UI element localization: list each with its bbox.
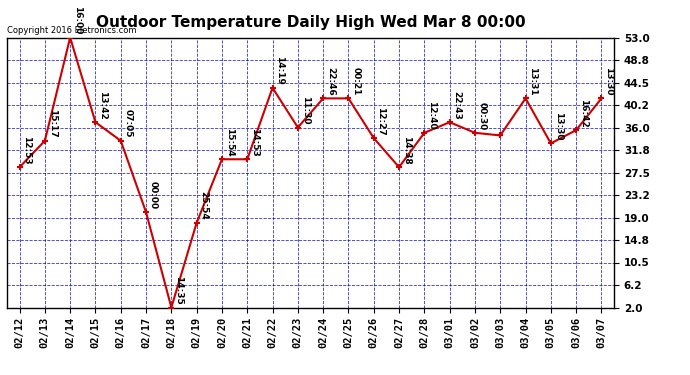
Text: 11:30: 11:30 bbox=[301, 96, 310, 125]
Text: Outdoor Temperature Daily High Wed Mar 8 00:00: Outdoor Temperature Daily High Wed Mar 8… bbox=[96, 15, 525, 30]
Text: 13:42: 13:42 bbox=[98, 91, 107, 119]
Text: 14:19: 14:19 bbox=[275, 56, 284, 85]
Text: 14:53: 14:53 bbox=[250, 128, 259, 156]
Text: 07:05: 07:05 bbox=[124, 110, 132, 138]
Text: 13:30: 13:30 bbox=[553, 112, 562, 141]
Text: 12:40: 12:40 bbox=[427, 101, 436, 130]
Text: 00:30: 00:30 bbox=[477, 102, 486, 130]
Text: 16:42: 16:42 bbox=[579, 99, 588, 128]
Text: 15:17: 15:17 bbox=[48, 109, 57, 138]
Text: 12:27: 12:27 bbox=[377, 106, 386, 135]
Text: 00:00: 00:00 bbox=[149, 181, 158, 209]
Text: Copyright 2016 Eletronics.com: Copyright 2016 Eletronics.com bbox=[7, 26, 137, 35]
Text: 15:54: 15:54 bbox=[225, 128, 234, 156]
Text: 13:31: 13:31 bbox=[529, 67, 538, 96]
Text: 25:54: 25:54 bbox=[199, 191, 208, 220]
Text: 00:21: 00:21 bbox=[351, 67, 360, 96]
Text: 22:46: 22:46 bbox=[326, 67, 335, 96]
Text: 14:35: 14:35 bbox=[174, 276, 183, 305]
Text: 14:38: 14:38 bbox=[402, 136, 411, 164]
Text: 22:43: 22:43 bbox=[453, 91, 462, 119]
Text: 12:53: 12:53 bbox=[22, 136, 31, 164]
Text: 13:30: 13:30 bbox=[604, 67, 613, 96]
Text: 16:00: 16:00 bbox=[73, 6, 82, 35]
